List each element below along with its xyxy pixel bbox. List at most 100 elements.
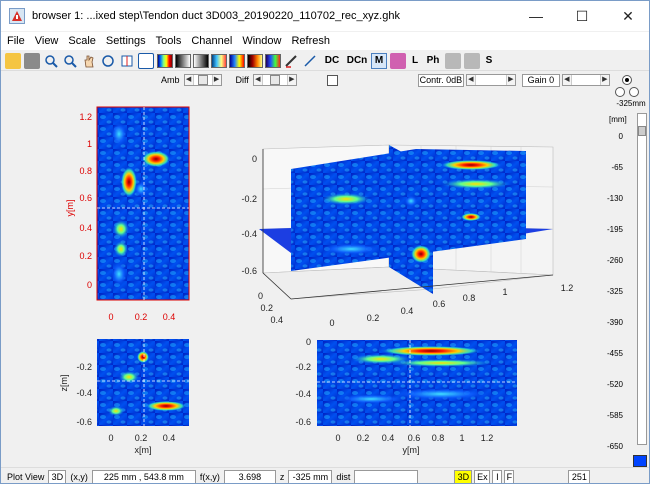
dc-button[interactable]: DC (324, 55, 340, 66)
cube-ytick: 0.4 (401, 306, 414, 316)
colormap-gray-icon[interactable] (175, 53, 191, 68)
cube-hotspot (441, 160, 501, 170)
yz-ytick: 0 (87, 280, 92, 290)
xz-blob (108, 406, 124, 416)
view-mode-box[interactable]: 3D (48, 469, 67, 483)
right-panel: -325mm [mm] (609, 71, 649, 467)
menu-bar: File View Scale Settings Tools Channel W… (1, 32, 649, 50)
yz-blob (111, 262, 127, 286)
ph-button[interactable]: Ph (426, 55, 440, 66)
gain-slider[interactable]: ◀ ▶ (561, 74, 610, 86)
rotate-3d-icon[interactable] (100, 53, 116, 69)
menu-channel[interactable]: Channel (191, 35, 233, 47)
menu-scale[interactable]: Scale (68, 35, 96, 47)
colormap-cool-icon[interactable] (211, 53, 227, 68)
xz-plot: -0.2 -0.4 -0.6 0 0.2 0.4 x[m] z[m] (59, 339, 189, 455)
yz-side-band (351, 354, 411, 364)
cube-x-axis (262, 272, 292, 300)
yz-side-xlabel: y[m] (403, 445, 420, 455)
menu-window[interactable]: Window (242, 35, 282, 47)
yz-heatmap[interactable] (97, 107, 189, 300)
3d-button[interactable]: 3D (454, 469, 473, 483)
yz-side-xtick: 0.2 (357, 433, 370, 443)
diff-slider[interactable]: ◀ ▶ (252, 74, 297, 86)
diff-slider-thumb[interactable] (269, 75, 280, 85)
yz-xtick: 0.2 (135, 312, 148, 322)
colormap-jet2-icon[interactable] (229, 53, 245, 68)
gain-field: Gain 0 (521, 73, 560, 87)
yz-side-plot: 0 -0.2 -0.4 -0.6 0 0.2 0.4 0.6 0.8 1 1.2… (295, 337, 517, 455)
data-cursor-icon[interactable] (119, 53, 135, 69)
maximize-button[interactable]: ☐ (575, 7, 589, 24)
palette-icon[interactable] (390, 52, 406, 69)
channel-b-icon[interactable] (464, 52, 480, 69)
zoom-out-icon[interactable] (62, 53, 78, 69)
cube-xtick: 0.2 (260, 303, 273, 313)
m-button[interactable]: M (371, 52, 387, 69)
yz-xtick: 0 (108, 312, 113, 322)
s-button[interactable]: S (485, 55, 493, 66)
open-folder-icon[interactable] (5, 52, 21, 69)
pan-hand-icon[interactable] (81, 53, 97, 69)
radio-option-2[interactable] (615, 87, 625, 97)
colormap-gray-inverse-icon[interactable] (193, 53, 209, 68)
yz-blob (113, 220, 129, 238)
xz-hotspot (146, 401, 186, 411)
count-box: 251 (568, 469, 591, 483)
colormap-hot-icon[interactable] (247, 53, 263, 68)
line-tool-icon[interactable] (302, 53, 318, 69)
menu-settings[interactable]: Settings (105, 35, 146, 47)
minimize-button[interactable]: — (529, 8, 543, 24)
checkbox[interactable] (326, 74, 338, 86)
i-button[interactable]: I (492, 469, 503, 483)
contrast-slider[interactable]: ◀ ▶ (465, 74, 516, 86)
menu-file[interactable]: File (7, 35, 25, 47)
yz-side-ytick: 0 (306, 337, 311, 347)
unit-label: [mm] (609, 115, 627, 124)
xy-value: 225 mm , 543.8 mm (91, 469, 196, 483)
yz-hotspot (121, 167, 137, 197)
colorbar-icon[interactable] (138, 52, 154, 69)
yz-xtick: 0.4 (163, 312, 176, 322)
amb-slider[interactable]: ◀ ▶ (183, 74, 222, 86)
amb-slider-thumb[interactable] (197, 75, 208, 85)
dist-value (354, 469, 419, 483)
zoom-in-icon[interactable] (43, 53, 59, 69)
cube-3d-plot: 0 -0.2 -0.4 -0.6 0 0.2 0.4 0 0.2 0.4 0.6… (241, 144, 573, 328)
radio-option-3[interactable] (629, 87, 639, 97)
fxy-value: 3.698 (223, 469, 276, 483)
color-swatch[interactable] (633, 455, 647, 467)
xz-ytick: -0.6 (76, 417, 92, 427)
depth-scrollbar[interactable] (637, 113, 647, 445)
yz-side-xtick: 1.2 (481, 433, 494, 443)
xz-ytick: -0.4 (76, 388, 92, 398)
l-button[interactable]: L (411, 55, 419, 66)
dcn-button[interactable]: DCn (346, 55, 368, 66)
yz-side-band (389, 359, 493, 367)
yz-side-xtick: 0.8 (432, 433, 445, 443)
yz-side-ytick: -0.2 (295, 362, 311, 372)
menu-refresh[interactable]: Refresh (291, 35, 330, 47)
colormap-jet-icon[interactable] (157, 53, 173, 68)
xz-hotspot (137, 351, 149, 363)
channel-a-icon[interactable] (445, 52, 461, 69)
cube-hotspot (411, 245, 431, 263)
colormap-hsv-icon[interactable] (265, 53, 281, 68)
cube-ztick: -0.6 (241, 266, 257, 276)
yz-side-band (336, 394, 406, 404)
yz-blob (114, 241, 128, 257)
menu-tools[interactable]: Tools (155, 35, 182, 47)
depth-scroll-thumb[interactable] (638, 126, 646, 136)
cube-band (441, 179, 511, 189)
yz-ytick: 0.4 (79, 223, 92, 233)
pen-icon[interactable] (283, 53, 299, 69)
yz-side-xtick: 0.6 (408, 433, 421, 443)
print-icon[interactable] (24, 52, 40, 69)
dist-label: dist (336, 471, 351, 482)
menu-view[interactable]: View (34, 35, 59, 47)
f-button[interactable]: F (504, 469, 515, 483)
yz-ylabel: y[m] (65, 200, 75, 217)
close-button[interactable]: ✕ (622, 7, 634, 24)
ex-button[interactable]: Ex (474, 469, 491, 483)
radio-option-1[interactable] (622, 75, 632, 85)
